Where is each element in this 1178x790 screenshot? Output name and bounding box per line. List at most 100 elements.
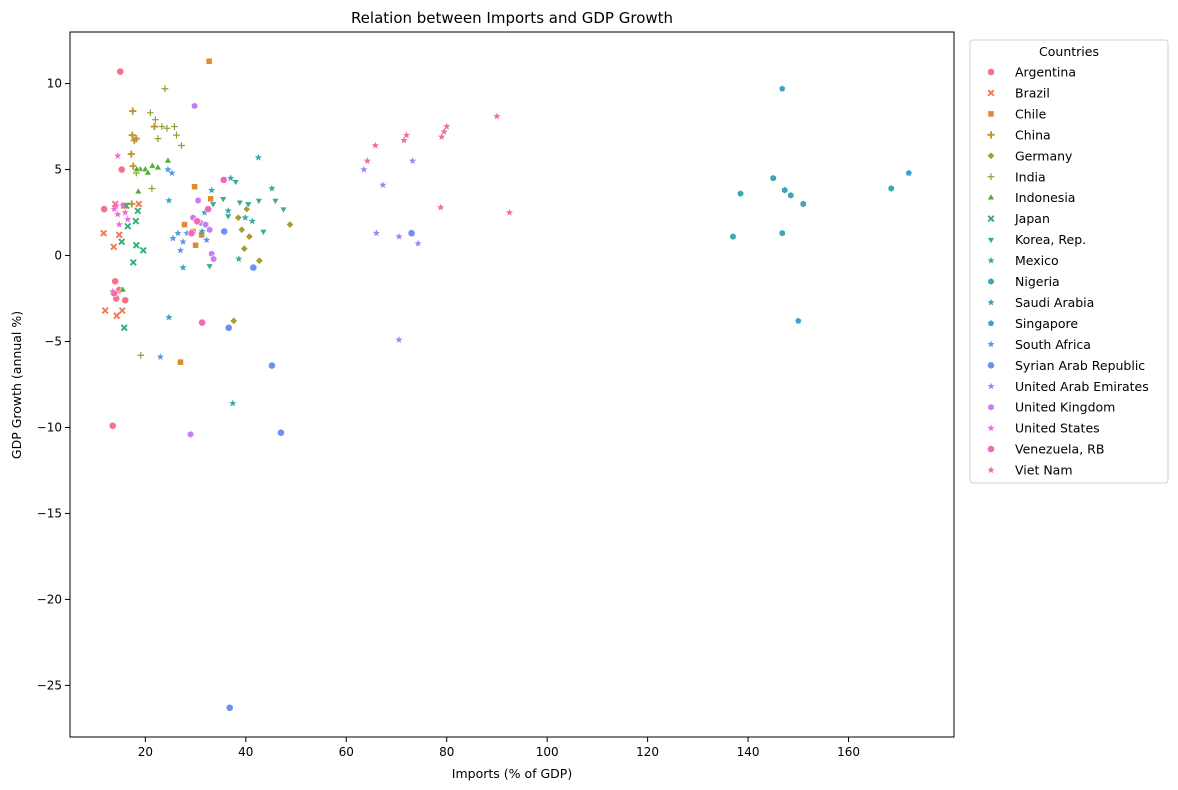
data-point	[198, 318, 206, 327]
data-point	[227, 174, 235, 182]
data-point	[137, 351, 145, 359]
data-point	[165, 196, 173, 204]
data-point	[163, 156, 173, 164]
data-point	[229, 316, 238, 326]
data-point	[905, 169, 913, 177]
data-point	[121, 208, 129, 216]
data-point	[192, 241, 199, 249]
data-point	[437, 203, 445, 211]
data-point	[129, 162, 137, 170]
data-point	[887, 184, 895, 193]
data-point	[220, 227, 229, 236]
y-tick-label: −10	[37, 420, 62, 434]
data-point	[151, 116, 159, 124]
data-point	[395, 336, 403, 343]
data-point	[229, 399, 237, 407]
data-point	[208, 186, 216, 194]
data-point	[132, 164, 141, 172]
legend-marker	[987, 403, 995, 412]
legend-marker	[987, 340, 995, 348]
legend-label: Argentina	[1015, 65, 1076, 80]
data-point	[207, 195, 214, 203]
data-point	[440, 127, 448, 135]
data-point	[255, 256, 264, 265]
data-point	[165, 313, 173, 321]
data-point	[100, 205, 109, 214]
legend-label: Venezuela, RB	[1015, 442, 1104, 457]
legend-marker	[987, 445, 995, 453]
x-tick-label: 120	[636, 745, 659, 759]
data-point	[729, 232, 737, 241]
data-point	[154, 135, 162, 143]
x-tick-label: 140	[737, 745, 760, 759]
data-point	[204, 205, 213, 214]
data-point	[225, 703, 234, 712]
data-point	[285, 220, 295, 229]
legend-label: Chile	[1015, 106, 1047, 121]
data-point	[146, 109, 154, 117]
legend-marker	[987, 256, 995, 264]
x-axis: 20 40 60 80 100 120 140 160	[138, 737, 860, 759]
data-point	[231, 179, 240, 187]
data-point	[134, 207, 142, 215]
legend-label: Brazil	[1015, 85, 1050, 100]
chart-title: Relation between Imports and GDP Growth	[351, 9, 673, 27]
legend-marker	[987, 215, 995, 223]
data-point	[360, 165, 368, 173]
data-point	[143, 168, 152, 176]
data-point	[128, 131, 136, 139]
x-tick-label: 40	[238, 745, 253, 759]
data-point	[115, 231, 123, 239]
data-point	[254, 198, 263, 206]
data-point	[127, 150, 135, 158]
data-point	[206, 225, 214, 234]
legend-label: Korea, Rep.	[1015, 232, 1086, 247]
data-point	[118, 238, 126, 246]
data-point	[794, 316, 803, 325]
data-point	[118, 285, 127, 293]
data-point	[493, 112, 501, 120]
x-tick-label: 20	[138, 745, 153, 759]
data-point	[161, 85, 169, 93]
legend-marker	[987, 173, 995, 181]
y-tick-label: −20	[37, 592, 62, 606]
data-point	[438, 133, 446, 140]
data-point	[111, 277, 120, 286]
x-axis-label: Imports (% of GDP)	[452, 766, 572, 781]
data-point	[407, 229, 416, 238]
data-point	[108, 421, 117, 430]
legend-marker	[987, 466, 995, 474]
data-point	[209, 201, 218, 209]
data-point	[124, 222, 132, 230]
x-tick-label: 80	[439, 745, 454, 759]
data-point	[781, 186, 789, 195]
data-point	[372, 229, 380, 237]
data-point	[135, 200, 143, 208]
legend-marker	[987, 89, 995, 97]
data-point	[148, 185, 156, 192]
data-point	[153, 163, 162, 171]
data-point	[118, 307, 126, 315]
legend-label: United Kingdom	[1015, 400, 1115, 415]
data-point	[241, 213, 249, 221]
data-point	[402, 131, 411, 139]
data-point	[778, 84, 787, 92]
data-point	[114, 152, 122, 159]
legend-items: Argentina Brazil Chile China Germany India Ind…	[986, 65, 1149, 478]
legend-marker	[987, 319, 995, 327]
data-point	[156, 353, 164, 361]
data-point	[148, 161, 157, 169]
legend-marker	[986, 192, 996, 201]
data-point	[101, 307, 109, 315]
data-point	[132, 135, 140, 143]
data-point	[268, 184, 276, 192]
data-point	[158, 123, 166, 130]
data-point	[408, 157, 417, 165]
legend-marker	[987, 382, 995, 390]
legend-marker	[987, 298, 995, 306]
legend-marker	[987, 277, 995, 286]
data-point	[249, 263, 258, 272]
legend-label: Japan	[1014, 211, 1050, 226]
data-point	[183, 229, 191, 237]
data-point	[279, 206, 288, 214]
